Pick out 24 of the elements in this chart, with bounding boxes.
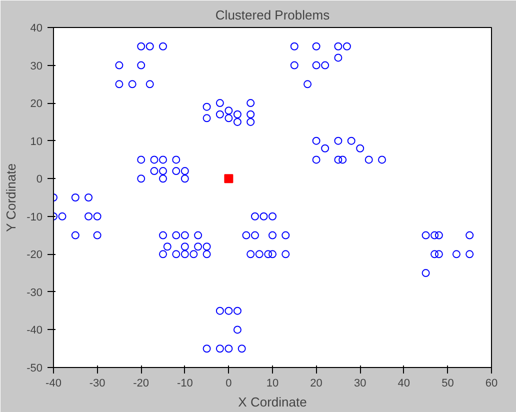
- x-tick-label: 20: [310, 378, 322, 390]
- y-tick-label: -50: [26, 362, 43, 374]
- y-tick-label: -10: [26, 211, 43, 224]
- y-tick-label: 30: [30, 60, 43, 72]
- chart-title: Clustered Problems: [215, 8, 330, 22]
- x-tick-label: -40: [46, 378, 62, 390]
- y-tick-label: 40: [30, 22, 43, 34]
- y-tick-label: 20: [30, 98, 43, 110]
- x-tick-label: 60: [485, 378, 498, 390]
- x-tick-label: 30: [354, 378, 366, 390]
- y-tick-label: 10: [30, 136, 43, 148]
- x-axis-title: X Cordinate: [238, 394, 307, 410]
- x-tick-label: -30: [89, 378, 106, 390]
- x-tick-label: -20: [133, 378, 150, 390]
- y-tick-label: -30: [26, 286, 43, 299]
- y-axis-title: Y Cordinate: [4, 163, 19, 232]
- y-tick-label: -20: [26, 249, 43, 262]
- x-tick-label: 50: [442, 378, 454, 390]
- x-tick-label: 10: [266, 378, 279, 390]
- x-tick-label: 0: [226, 378, 232, 390]
- x-tick-label: -10: [176, 378, 193, 390]
- y-tick-label: -40: [26, 324, 43, 337]
- x-tick-label: 40: [398, 378, 410, 390]
- y-tick-label: 0: [36, 174, 43, 186]
